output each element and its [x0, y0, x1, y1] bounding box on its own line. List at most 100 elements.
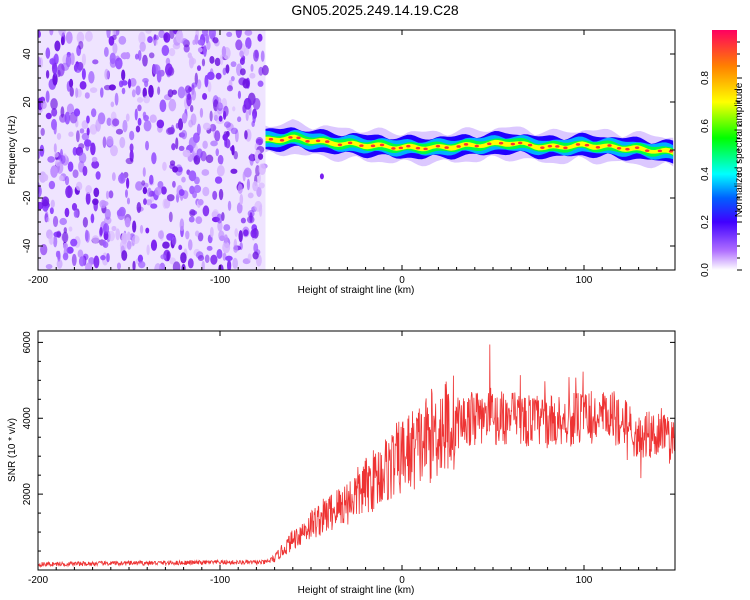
signal-peak	[456, 145, 461, 148]
noise-blob	[204, 254, 210, 264]
noise-blob	[118, 173, 126, 184]
noise-blob	[85, 191, 91, 205]
noise-blob	[168, 98, 177, 112]
noise-blob	[243, 47, 250, 56]
noise-blob	[40, 244, 48, 256]
noise-blob	[108, 230, 115, 242]
noise-blob	[203, 45, 207, 57]
noise-blob	[71, 202, 78, 211]
noise-blob	[181, 176, 186, 183]
noise-blob	[223, 121, 231, 128]
signal-peak	[415, 146, 421, 150]
noise-blob	[240, 217, 246, 224]
noise-blob	[157, 180, 164, 189]
noise-blob	[192, 39, 196, 46]
noise-blob	[181, 129, 188, 140]
noise-blob	[82, 165, 88, 177]
noise-blob	[162, 198, 168, 209]
noise-blob	[137, 117, 142, 126]
noise-blob	[216, 102, 224, 115]
noise-blob	[227, 259, 232, 270]
noise-blob	[177, 118, 184, 131]
noise-blob	[214, 176, 223, 184]
noise-blob	[78, 40, 84, 50]
noise-blob	[210, 254, 218, 265]
noise-blob	[86, 127, 90, 136]
noise-blob	[191, 89, 197, 101]
noise-blob	[187, 239, 193, 251]
noise-blob	[252, 180, 258, 192]
signal-peak	[634, 146, 640, 149]
noise-blob	[230, 127, 238, 135]
noise-blob	[147, 187, 152, 197]
noise-blob	[222, 133, 228, 141]
noise-blob	[177, 86, 186, 99]
snr-y-label: SNR (10 * v/v)	[7, 418, 18, 482]
signal-peak	[616, 146, 622, 150]
noise-blob	[122, 119, 128, 133]
noise-blob	[258, 163, 266, 175]
noise-blob	[148, 52, 155, 59]
noise-blob	[54, 152, 59, 158]
noise-blob	[201, 30, 209, 37]
noise-blob	[73, 209, 79, 218]
noise-blob	[110, 145, 118, 157]
noise-blob	[237, 116, 242, 123]
y-tick-label: 6000	[22, 331, 33, 354]
noise-blob	[218, 230, 225, 241]
noise-blob	[67, 184, 71, 197]
noise-blob	[158, 30, 165, 39]
noise-blob	[85, 262, 93, 270]
noise-blob	[66, 103, 75, 115]
noise-blob	[146, 244, 150, 256]
noise-blob	[142, 87, 147, 98]
noise-blob	[201, 260, 205, 270]
noise-blob	[132, 220, 137, 233]
noise-blob	[121, 69, 126, 81]
noise-blob	[63, 247, 69, 258]
noise-blob	[209, 110, 213, 122]
colorbar-label: Normalized spectral amplitude	[734, 82, 745, 217]
noise-blob	[45, 47, 51, 59]
noise-blob	[172, 261, 181, 270]
noise-blob	[90, 108, 97, 118]
noise-blob	[124, 189, 128, 198]
noise-blob	[48, 180, 56, 190]
noise-blob	[40, 127, 45, 136]
noise-blob	[52, 215, 59, 228]
noise-blob	[202, 122, 211, 131]
noise-blob	[143, 120, 152, 132]
y-tick-label: 2000	[22, 483, 33, 506]
noise-blob	[75, 130, 80, 143]
noise-blob	[75, 87, 79, 99]
noise-blob	[105, 190, 110, 200]
noise-blob	[249, 212, 253, 223]
noise-blob	[102, 239, 107, 248]
noise-blob	[204, 74, 209, 88]
noise-blob	[74, 63, 82, 73]
signal-peak	[315, 139, 321, 143]
noise-blob	[154, 263, 162, 270]
noise-blob	[49, 30, 54, 36]
noise-blob	[154, 186, 162, 196]
noise-blob	[250, 63, 254, 72]
noise-blob	[115, 128, 124, 135]
noise-blob	[237, 90, 242, 99]
signal-peak	[288, 136, 293, 139]
colorbar-tick-label: 0.4	[700, 167, 711, 181]
noise-blob	[234, 228, 239, 237]
noise-blob	[53, 143, 57, 153]
noise-blob	[129, 130, 135, 141]
signal-peak	[379, 143, 385, 147]
noise-blob	[47, 156, 55, 163]
noise-blob	[64, 111, 71, 125]
signal-peak	[547, 144, 553, 148]
noise-blob	[247, 192, 254, 199]
noise-blob	[246, 178, 250, 191]
noise-blob	[189, 209, 196, 217]
noise-blob	[172, 166, 179, 173]
noise-blob	[218, 115, 223, 122]
noise-blob	[260, 50, 265, 62]
noise-blob	[168, 211, 173, 223]
noise-blob	[143, 95, 151, 104]
